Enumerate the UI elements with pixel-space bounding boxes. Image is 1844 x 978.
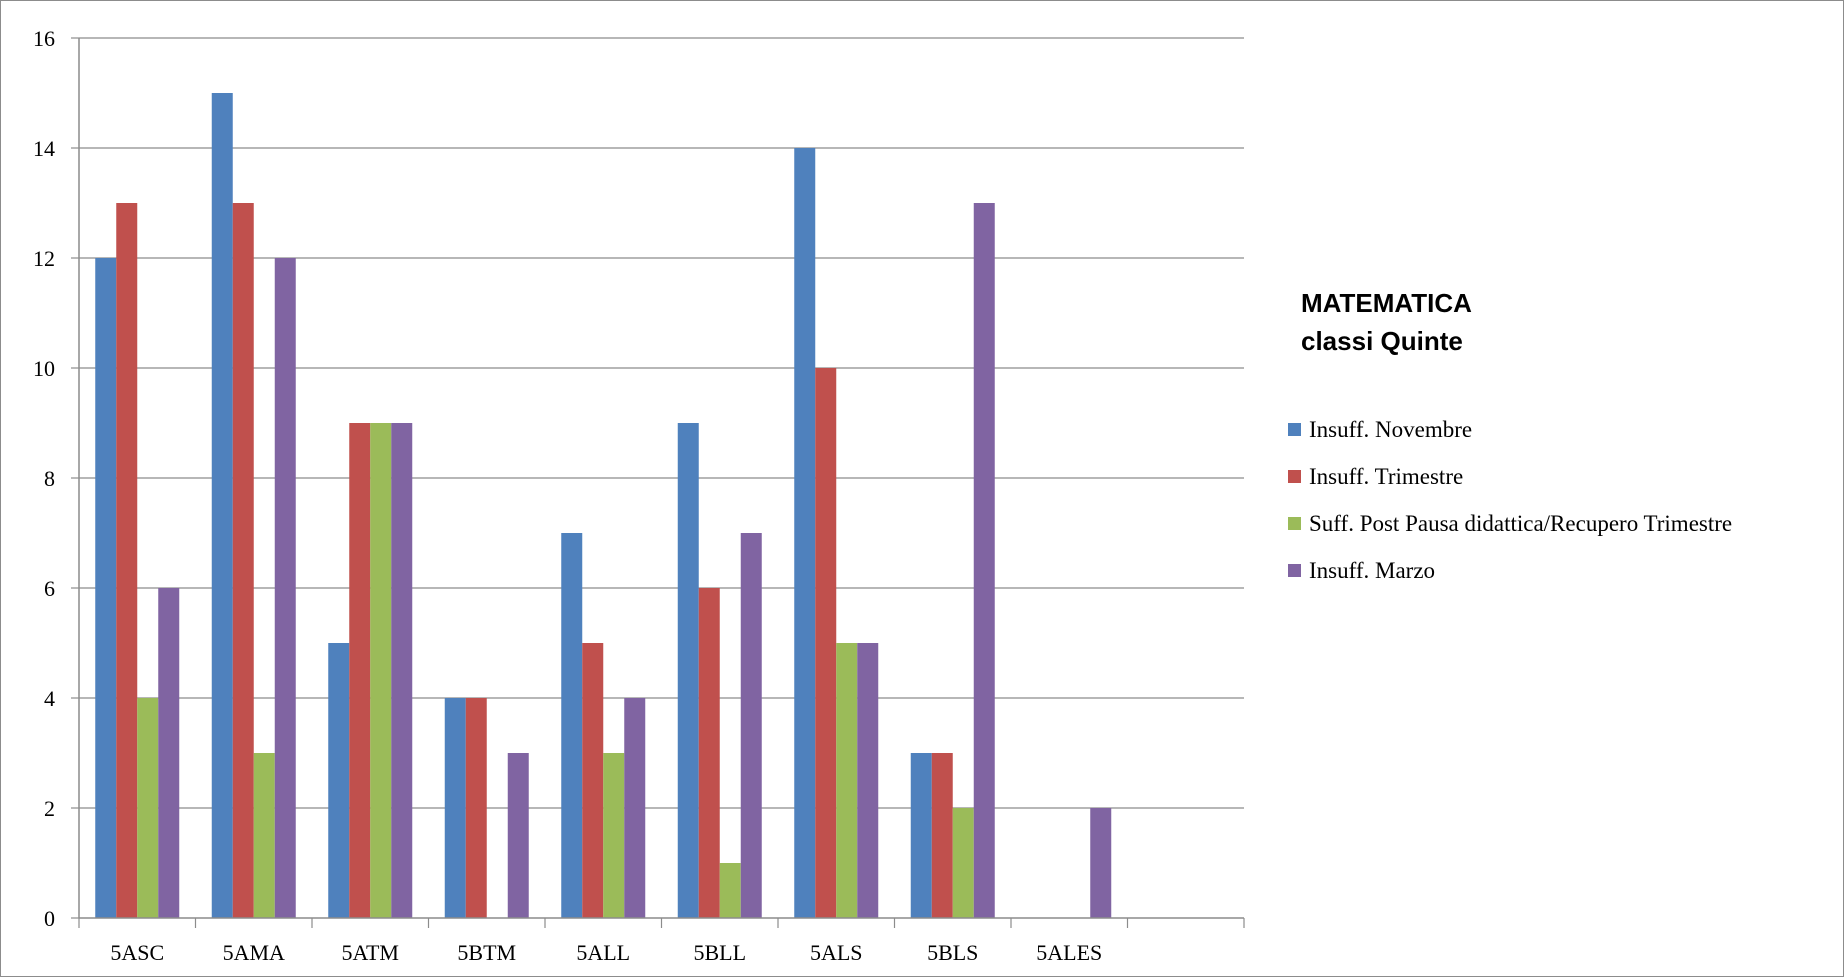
x-tick-label: 5ALES — [1036, 940, 1102, 965]
bar — [253, 753, 275, 918]
y-tick-label: 16 — [33, 26, 55, 51]
y-tick-label: 8 — [44, 466, 55, 491]
bar — [95, 258, 117, 918]
bar — [910, 753, 932, 918]
legend-item: Insuff. Trimestre — [1288, 453, 1732, 500]
legend: Insuff. Novembre Insuff. Trimestre Suff. P… — [1288, 406, 1732, 594]
legend-item: Insuff. Marzo — [1288, 547, 1732, 594]
bar — [931, 753, 953, 918]
y-tick-label: 14 — [33, 136, 55, 161]
bar — [698, 588, 720, 918]
legend-swatch — [1288, 423, 1301, 436]
y-tick-label: 4 — [44, 686, 55, 711]
bar — [740, 533, 762, 918]
legend-item: Suff. Post Pausa didattica/Recupero Trim… — [1288, 500, 1732, 547]
bar — [719, 863, 741, 918]
bar — [444, 698, 466, 918]
bar — [370, 423, 392, 918]
legend-label: Insuff. Trimestre — [1309, 463, 1464, 489]
chart-title-block: MATEMATICA classi Quinte — [1301, 284, 1472, 360]
legend-label: Insuff. Novembre — [1309, 416, 1473, 442]
bars — [95, 93, 1112, 918]
x-tick-label: 5BTM — [457, 940, 516, 965]
y-tick-label: 0 — [44, 906, 55, 931]
chart-title: MATEMATICA — [1301, 288, 1472, 318]
bar — [603, 753, 625, 918]
bar — [677, 423, 699, 918]
bar — [1090, 808, 1112, 918]
bar — [794, 148, 816, 918]
bar — [116, 203, 138, 918]
legend-item: Insuff. Novembre — [1288, 406, 1732, 453]
bar — [328, 643, 350, 918]
legend-swatch — [1288, 564, 1301, 577]
bar — [349, 423, 371, 918]
bar — [391, 423, 413, 918]
bar — [857, 643, 879, 918]
tick-labels: 0 2 4 6 8 10 12 14 16 5ASC 5AMA 5ATM 5BTM 5ALL 5BLL 5AL… — [33, 26, 1102, 965]
y-tick-label: 2 — [44, 796, 55, 821]
bar — [158, 588, 180, 918]
y-tick-label: 10 — [33, 356, 55, 381]
bar — [211, 93, 233, 918]
y-tick-label: 12 — [33, 246, 55, 271]
bar — [465, 698, 487, 918]
chart-subtitle: classi Quinte — [1301, 326, 1463, 356]
x-tick-label: 5ALS — [810, 940, 863, 965]
bar — [561, 533, 583, 918]
bar — [973, 203, 995, 918]
x-tick-label: 5BLS — [927, 940, 978, 965]
axes — [71, 37, 1245, 928]
gridlines — [79, 37, 1244, 809]
legend-swatch — [1288, 470, 1301, 483]
bar — [507, 753, 529, 918]
legend-label: Insuff. Marzo — [1309, 557, 1436, 583]
x-tick-label: 5ATM — [342, 940, 399, 965]
x-tick-label: 5BLL — [693, 940, 746, 965]
bar — [582, 643, 604, 918]
x-tick-label: 5AMA — [223, 940, 285, 965]
legend-swatch — [1288, 517, 1301, 530]
bar — [624, 698, 646, 918]
bar — [836, 643, 858, 918]
bar — [274, 258, 296, 918]
bar — [232, 203, 254, 918]
bar — [952, 808, 974, 918]
bar — [815, 368, 837, 918]
legend-label: Suff. Post Pausa didattica/Recupero Trim… — [1309, 510, 1733, 536]
x-tick-label: 5ALL — [576, 940, 630, 965]
bar — [137, 698, 159, 918]
y-tick-label: 6 — [44, 576, 55, 601]
x-tick-label: 5ASC — [110, 940, 164, 965]
